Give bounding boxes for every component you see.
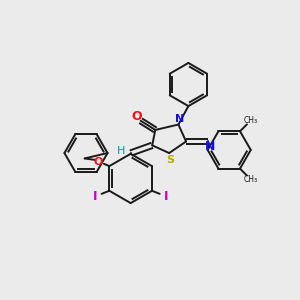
Text: I: I [164, 190, 168, 203]
Text: I: I [93, 190, 98, 203]
Text: O: O [131, 110, 142, 123]
Text: H: H [117, 146, 126, 156]
Text: N: N [175, 114, 184, 124]
Text: S: S [166, 155, 174, 165]
Text: CH₃: CH₃ [244, 175, 258, 184]
Text: CH₃: CH₃ [244, 116, 258, 125]
Text: N: N [205, 140, 215, 153]
Text: O: O [94, 157, 103, 166]
